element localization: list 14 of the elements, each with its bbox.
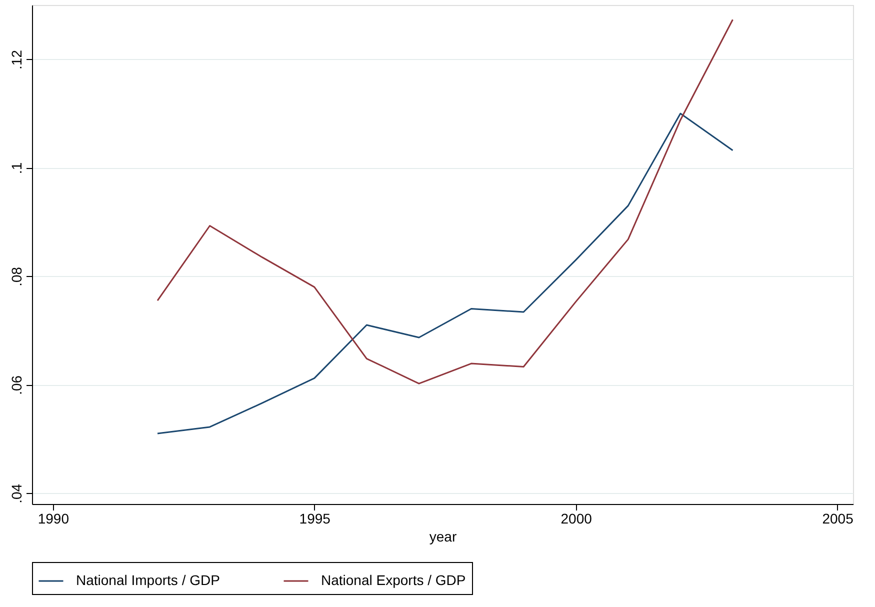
x-tick-label: 1990 bbox=[38, 510, 70, 526]
legend-label: National Exports / GDP bbox=[321, 572, 466, 588]
y-tick-label: .08 bbox=[8, 266, 24, 286]
x-tick-label: 2000 bbox=[560, 510, 592, 526]
legend-label: National Imports / GDP bbox=[76, 572, 220, 588]
y-tick-label: .04 bbox=[8, 484, 24, 504]
y-tick-label: .12 bbox=[8, 50, 24, 70]
x-tick-label: 2005 bbox=[822, 510, 854, 526]
y-tick-label: .06 bbox=[8, 375, 24, 395]
line-series bbox=[156, 18, 734, 384]
y-tick-label: .1 bbox=[8, 162, 24, 174]
line-series bbox=[156, 112, 734, 434]
x-axis-title: year bbox=[429, 528, 457, 544]
x-tick-label: 1995 bbox=[299, 510, 331, 526]
